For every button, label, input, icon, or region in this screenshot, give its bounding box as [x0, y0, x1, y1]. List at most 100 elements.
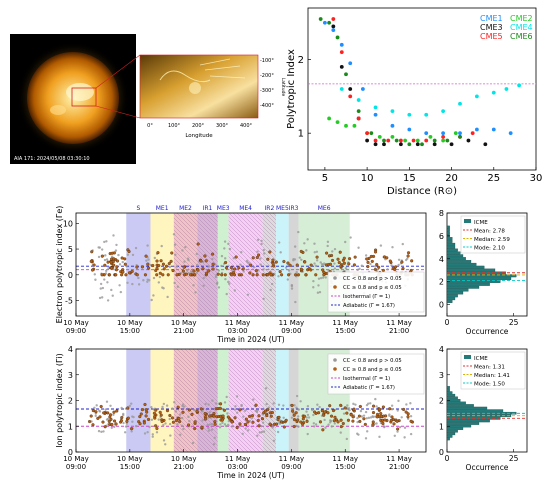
histogram-bar — [446, 297, 456, 301]
gray-point — [369, 416, 373, 419]
brown-point — [390, 415, 394, 419]
brown-point — [181, 269, 185, 273]
x-tick-label: 10 May — [171, 455, 197, 463]
gray-point — [110, 288, 113, 292]
gray-point — [366, 430, 369, 433]
gray-point — [100, 430, 103, 434]
gray-point — [218, 426, 222, 429]
gray-point — [95, 404, 98, 407]
brown-point — [211, 252, 215, 256]
x-tick-label: 5 — [322, 173, 328, 184]
histogram-bar — [446, 251, 461, 255]
x-tick-label: 10 May — [117, 455, 143, 463]
gray-point — [297, 230, 300, 234]
data-point-cme3 — [466, 138, 471, 143]
region-me5 — [276, 213, 289, 316]
brown-point — [382, 255, 387, 259]
gray-point — [327, 423, 330, 426]
gray-point — [260, 239, 263, 243]
gray-point — [173, 281, 176, 285]
histogram-bar — [446, 396, 458, 400]
brown-point — [329, 253, 334, 258]
gray-point — [97, 429, 101, 433]
gray-point — [329, 419, 333, 423]
gray-point — [224, 277, 227, 281]
brown-point — [220, 418, 224, 422]
data-point-cme2 — [428, 134, 433, 139]
brown-point — [92, 409, 96, 413]
brown-point — [351, 415, 355, 419]
brown-point — [266, 257, 270, 261]
brown-point — [257, 424, 261, 428]
brown-point — [328, 404, 332, 408]
brown-point — [166, 273, 170, 277]
gray-point — [312, 425, 316, 428]
brown-point — [144, 414, 148, 418]
data-point-cme1 — [322, 20, 327, 25]
brown-point — [315, 255, 319, 259]
x-axis-label: Occurrence — [466, 463, 509, 472]
data-point-cme3 — [373, 142, 378, 147]
x-tick-label: 11 May — [332, 319, 358, 327]
gray-point — [151, 433, 154, 436]
brown-point — [216, 272, 220, 276]
gray-point — [254, 409, 258, 413]
data-point-cme3 — [331, 24, 336, 29]
gray-point — [97, 255, 101, 259]
brown-point — [275, 422, 279, 426]
y-tick-label: 0 — [439, 301, 444, 310]
brown-point — [296, 418, 300, 422]
data-point-cme5 — [424, 138, 429, 143]
x-tick-label: 10 May — [63, 319, 89, 327]
data-point-cme1 — [373, 112, 378, 117]
gray-point — [409, 432, 413, 436]
histogram-bar — [446, 388, 450, 392]
brown-point — [112, 257, 116, 261]
histogram-bar — [446, 404, 474, 407]
brown-point — [196, 268, 200, 272]
brown-point — [366, 260, 370, 264]
gray-point — [101, 248, 104, 251]
gray-point — [365, 417, 368, 420]
brown-point — [393, 268, 397, 272]
gray-point — [150, 298, 153, 302]
gray-point — [181, 403, 185, 406]
gray-point — [137, 283, 141, 286]
y-axis-label: Ion polytropic index (Γi) — [55, 353, 64, 448]
brown-point — [103, 425, 107, 429]
gray-point — [195, 252, 199, 256]
brown-point — [299, 420, 303, 424]
gray-point — [294, 300, 297, 304]
brown-point — [313, 410, 317, 414]
legend-marker — [333, 276, 337, 280]
gray-point — [263, 252, 266, 255]
gray-point — [187, 415, 190, 419]
gray-point — [180, 416, 184, 420]
y-tick-label: 0 — [68, 448, 73, 457]
legend-entry: Median: 2.59 — [474, 237, 510, 243]
gray-point — [168, 265, 172, 269]
legend-entry: CC < 0.8 and p > 0.05 — [343, 358, 402, 364]
legend-entry: CME1 — [480, 14, 503, 23]
gray-point — [207, 429, 211, 432]
brown-point — [305, 419, 309, 423]
gray-point — [403, 436, 406, 439]
gray-point — [284, 266, 288, 269]
brown-point — [203, 254, 207, 258]
brown-point — [256, 418, 260, 423]
gray-point — [98, 296, 102, 300]
brown-point — [246, 420, 250, 424]
gray-point — [262, 297, 265, 301]
gray-point — [176, 423, 179, 426]
data-point-cme6 — [432, 138, 437, 143]
brown-point — [212, 414, 216, 418]
brown-point — [269, 273, 273, 277]
gray-point — [364, 410, 368, 414]
brown-point — [200, 425, 204, 429]
brown-point — [394, 265, 398, 269]
brown-point — [339, 403, 343, 407]
data-point-cme2 — [335, 120, 340, 125]
brown-point — [146, 266, 151, 270]
